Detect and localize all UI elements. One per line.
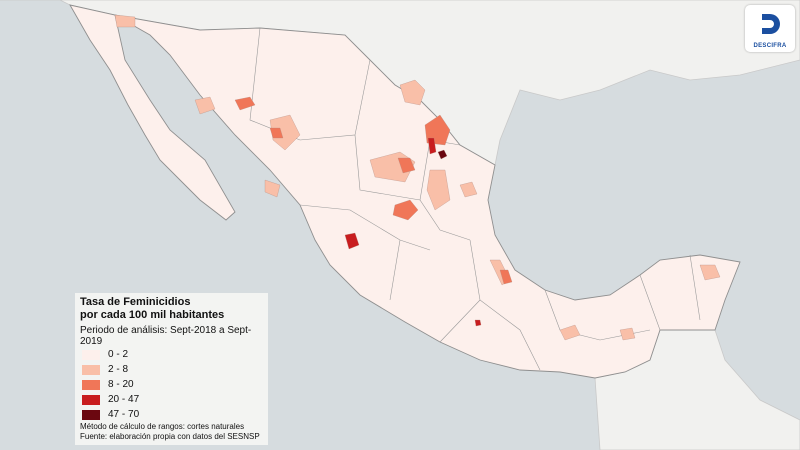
legend-item: 20 - 47 xyxy=(80,392,263,407)
mexico-mainland xyxy=(114,14,741,379)
legend-label: 8 - 20 xyxy=(108,379,134,390)
legend-label: 20 - 47 xyxy=(108,394,140,405)
municipality xyxy=(194,96,216,115)
legend-label: 2 - 8 xyxy=(108,364,129,375)
legend-title: por cada 100 mil habitantes xyxy=(80,309,225,321)
legend-period: Periodo de análisis: Sept-2018 a Sept-20… xyxy=(80,325,252,347)
legend-item: 47 - 70 xyxy=(80,407,263,422)
municipality xyxy=(397,157,416,174)
legend-item: 8 - 20 xyxy=(80,377,263,392)
municipality xyxy=(344,232,360,250)
legend-note: Fuente: elaboración propia con datos del… xyxy=(80,432,260,441)
legend-label: 47 - 70 xyxy=(108,409,140,420)
municipalities xyxy=(114,14,721,341)
logo-text: DESCIFRA xyxy=(753,43,787,49)
municipality xyxy=(699,264,721,281)
legend: Tasa de Feminicidios por cada 100 mil ha… xyxy=(75,293,268,445)
legend-classes: 0 - 2 2 - 8 8 - 20 20 - 47 47 - 70 xyxy=(80,347,263,422)
legend-label: 0 - 2 xyxy=(108,349,129,360)
municipality xyxy=(499,269,513,285)
municipality xyxy=(399,79,426,106)
municipality xyxy=(619,327,636,341)
municipality xyxy=(426,169,451,211)
logo-icon xyxy=(762,14,780,34)
legend-swatch xyxy=(82,409,100,420)
legend-item: 0 - 2 xyxy=(80,347,263,362)
municipality xyxy=(234,96,256,111)
municipality xyxy=(264,179,281,198)
municipality xyxy=(559,324,581,341)
legend-title: Tasa de Feminicidios xyxy=(80,296,191,308)
municipality xyxy=(427,137,437,155)
municipality xyxy=(424,114,451,146)
municipality xyxy=(269,127,284,139)
legend-swatch xyxy=(82,364,100,375)
legend-note: Método de cálculo de rangos: cortes natu… xyxy=(80,422,245,431)
legend-swatch xyxy=(82,394,100,405)
municipality xyxy=(392,199,419,221)
legend-swatch xyxy=(82,379,100,390)
municipality xyxy=(459,181,478,198)
legend-swatch xyxy=(82,349,100,360)
legend-item: 2 - 8 xyxy=(80,362,263,377)
municipality xyxy=(114,14,136,28)
municipality xyxy=(474,319,482,327)
baja-california xyxy=(69,4,236,221)
municipality xyxy=(437,149,448,160)
logo: DESCIFRA xyxy=(745,5,795,52)
